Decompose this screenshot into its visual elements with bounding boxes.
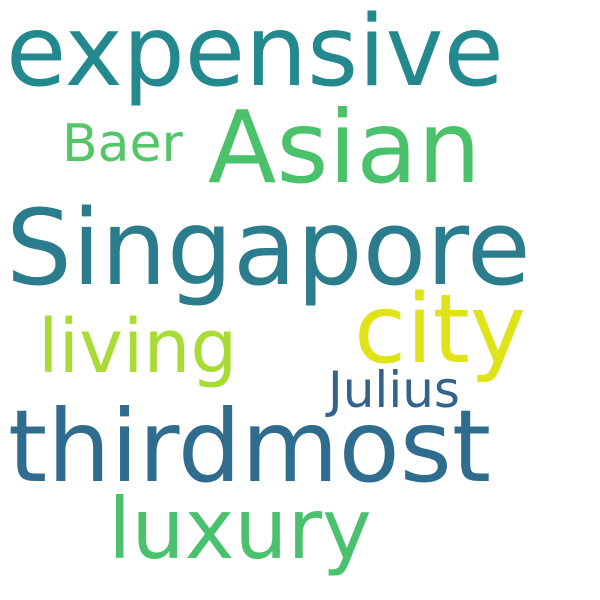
word-thirdmost: thirdmost [8,388,492,505]
word-asian: Asian [208,89,481,206]
word-luxury: luxury [108,480,372,578]
word-baer: Baer [62,114,183,174]
word-singapore: Singapore [6,187,531,309]
word-living: living [38,304,238,390]
word-city: city [354,275,527,385]
word-expensive: expensive [6,0,504,109]
word-julius: Julius [328,361,460,419]
